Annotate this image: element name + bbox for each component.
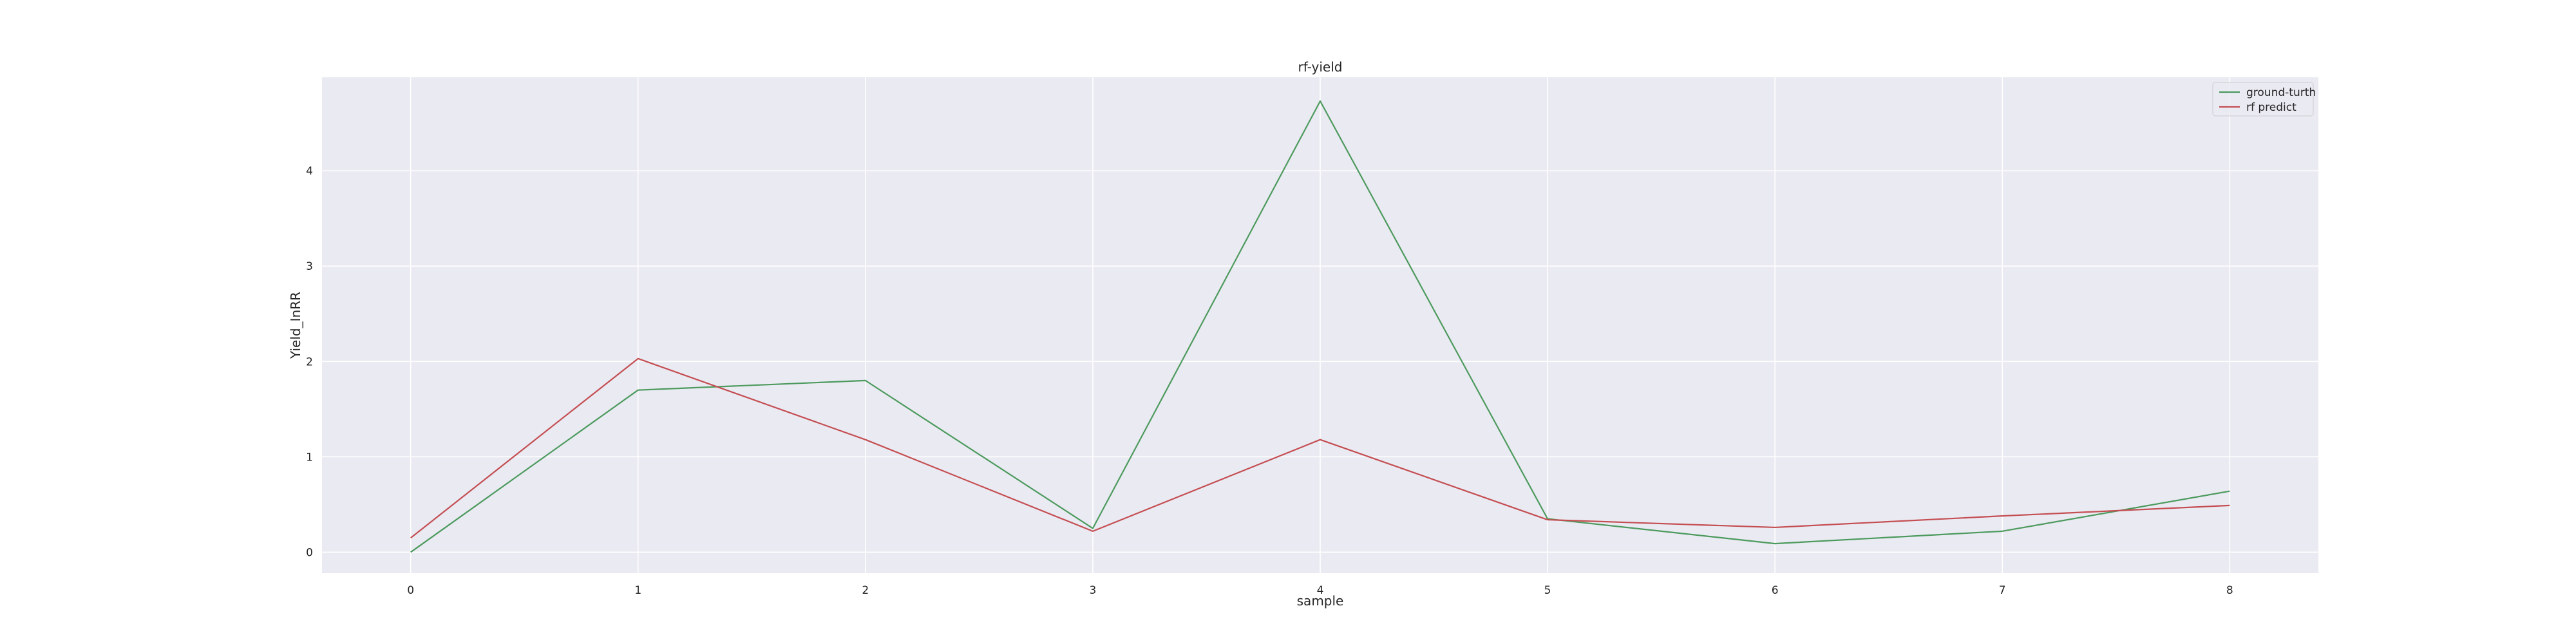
- y-axis-label: Yield_InRR: [288, 292, 303, 359]
- x-tick-label: 3: [1090, 584, 1097, 597]
- series-line: [410, 357, 2230, 539]
- y-tick-label: 1: [306, 451, 313, 464]
- x-tick-label: 1: [634, 584, 641, 597]
- x-tick-label: 8: [2226, 584, 2233, 597]
- chart-title: rf-yield: [1298, 59, 1343, 75]
- legend: ground-turth rf predict: [2212, 82, 2316, 117]
- series-line: [410, 100, 2230, 553]
- y-tick-label: 0: [306, 546, 313, 559]
- x-tick-label: 6: [1772, 584, 1779, 597]
- legend-label: ground-turth: [2246, 86, 2316, 99]
- series-lines: [410, 100, 2230, 553]
- tick-labels: 0 1 2 3 4 5 6 7 8 0 1 2 3 4: [306, 165, 2233, 597]
- x-tick-label: 4: [1317, 584, 1324, 597]
- legend-label: rf predict: [2246, 101, 2297, 114]
- y-tick-label: 3: [306, 260, 313, 273]
- x-tick-label: 2: [862, 584, 869, 597]
- y-tick-label: 2: [306, 355, 313, 368]
- x-tick-label: 0: [407, 584, 414, 597]
- grid-lines: [322, 77, 2318, 573]
- x-axis-label: sample: [1297, 593, 1344, 609]
- x-tick-label: 5: [1544, 584, 1551, 597]
- y-tick-label: 4: [306, 165, 313, 178]
- x-tick-label: 7: [1999, 584, 2006, 597]
